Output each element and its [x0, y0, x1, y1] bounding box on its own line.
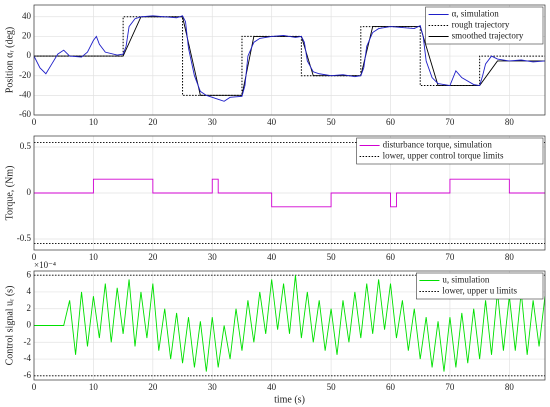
x-tick-label: 50 — [327, 117, 337, 127]
y-tick-label: -40 — [19, 89, 31, 99]
y-axis-label: Control signal uᵣ (s) — [4, 286, 15, 366]
x-tick-label: 50 — [327, 252, 337, 262]
y-tick-label: -0.5 — [17, 233, 32, 243]
x-tick-label: 0 — [32, 117, 37, 127]
y-tick-label: 40 — [22, 11, 32, 21]
x-tick-label: 60 — [386, 117, 396, 127]
y-tick-label: -4 — [24, 353, 32, 363]
x-tick-label: 50 — [327, 382, 337, 392]
y-tick-label: 4 — [27, 286, 32, 296]
y-tick-label: 2 — [27, 303, 32, 313]
x-axis-label: time (s) — [274, 394, 305, 405]
x-tick-label: 70 — [445, 252, 455, 262]
series-line — [34, 178, 545, 208]
x-tick-label: 0 — [32, 252, 37, 262]
legend-label: α, simulation — [452, 9, 500, 19]
x-tick-label: 40 — [267, 252, 277, 262]
x-tick-label: 30 — [208, 117, 218, 127]
x-tick-label: 60 — [386, 382, 396, 392]
x-tick-label: 80 — [505, 117, 515, 127]
y-tick-label: 20 — [22, 30, 32, 40]
legend-label: u, simulation — [442, 275, 489, 285]
legend-box — [425, 6, 544, 45]
y-tick-label: 6 — [27, 269, 32, 279]
axes-frame — [33, 270, 546, 381]
axes-frame — [33, 4, 546, 116]
y-tick-label: -2 — [24, 336, 32, 346]
x-tick-label: 20 — [148, 252, 158, 262]
x-tick-label: 0 — [32, 382, 37, 392]
y-tick-label: 0 — [27, 320, 32, 330]
y-tick-label: 0.5 — [20, 141, 32, 151]
y-tick-label: 0 — [27, 50, 32, 60]
x-tick-label: 70 — [445, 117, 455, 127]
x-tick-label: 10 — [89, 252, 99, 262]
x-tick-label: 80 — [505, 382, 515, 392]
y-axis-label: Torque, (Nm) — [4, 166, 15, 221]
x-tick-label: 40 — [267, 382, 277, 392]
legend-label: lower, upper u limits — [442, 286, 517, 296]
y-axis-label: Position αᵣ (deg) — [4, 27, 15, 93]
x-tick-label: 10 — [89, 382, 99, 392]
x-tick-label: 60 — [386, 252, 396, 262]
x-tick-label: 30 — [208, 252, 218, 262]
x-tick-label: 70 — [445, 382, 455, 392]
x-tick-label: 20 — [148, 117, 158, 127]
y-tick-label: -6 — [24, 370, 32, 380]
y-tick-label: -60 — [19, 109, 31, 119]
x-tick-label: 20 — [148, 382, 158, 392]
legend-box — [416, 272, 544, 300]
x-tick-label: 80 — [505, 252, 515, 262]
legend-label: lower, upper control torque limits — [383, 151, 504, 161]
y-exponent: ×10⁻⁴ — [34, 260, 56, 270]
x-tick-label: 30 — [208, 382, 218, 392]
series-line — [34, 275, 545, 372]
y-tick-label: 0 — [27, 187, 32, 197]
x-tick-label: 40 — [267, 117, 277, 127]
y-tick-label: -20 — [19, 70, 31, 80]
legend-label: rough trajectory — [452, 20, 510, 30]
legend-box — [356, 137, 544, 165]
legend-label: smoothed trajectory — [452, 31, 524, 41]
legend-label: disturbance torque, simulation — [383, 140, 493, 150]
series-line — [34, 15, 545, 102]
axes-frame — [33, 135, 546, 251]
x-tick-label: 10 — [89, 117, 99, 127]
